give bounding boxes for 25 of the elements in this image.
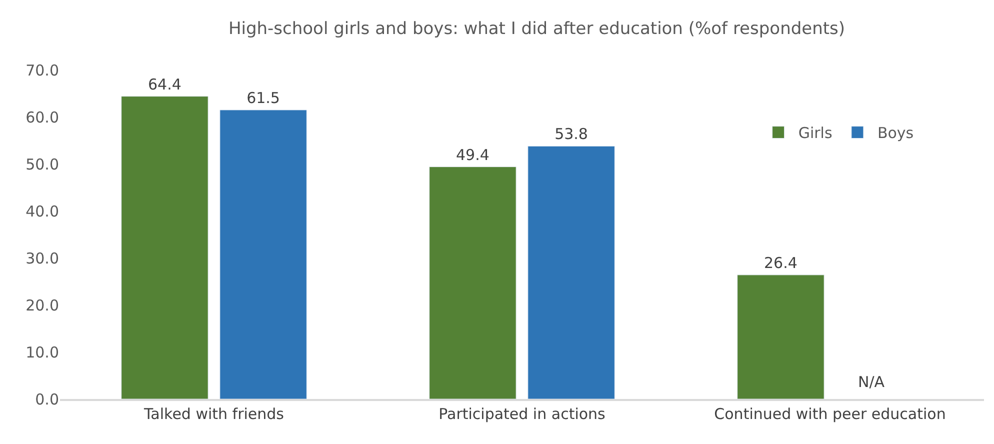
data-label: 49.4 — [456, 146, 490, 164]
data-label: 26.4 — [764, 254, 798, 272]
bar — [121, 96, 208, 399]
text: N/A — [858, 373, 885, 391]
y-tick-label: 30.0 — [26, 249, 59, 268]
y-tick-label: 20.0 — [26, 296, 59, 314]
y-tick-label: 60.0 — [26, 108, 59, 126]
chart-title: High-school girls and boys: what I did after education (%of respondents) — [228, 19, 846, 40]
y-tick-label: 10.0 — [26, 343, 59, 362]
data-label: 61.5 — [246, 88, 280, 107]
bar — [737, 274, 824, 399]
y-tick-label: 50.0 — [26, 155, 59, 174]
legend-label: Girls — [798, 124, 832, 142]
x-tick-label: Participated in actions — [438, 405, 606, 423]
legend-label: Boys — [877, 124, 914, 142]
y-tick-label: 0.0 — [35, 390, 59, 408]
bar — [429, 166, 516, 399]
x-tick-label: Continued with peer education — [714, 405, 946, 423]
x-tick-label: Talked with friends — [143, 405, 284, 423]
data-label: 64.4 — [148, 75, 182, 94]
bar — [220, 110, 307, 399]
y-tick-label: 40.0 — [26, 202, 59, 220]
y-tick-label: 70.0 — [26, 61, 59, 80]
bar — [528, 146, 615, 399]
data-label: 53.8 — [554, 125, 588, 144]
